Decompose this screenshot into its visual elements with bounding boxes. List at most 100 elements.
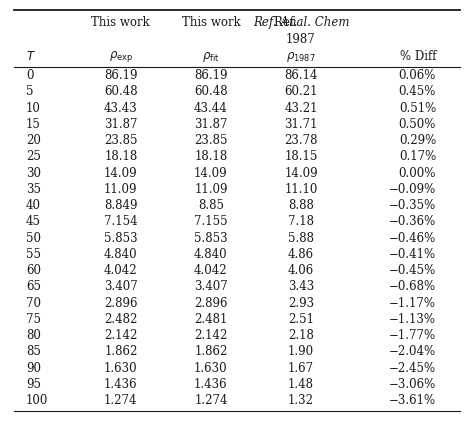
Text: 70: 70 [26, 296, 41, 310]
Text: 4.042: 4.042 [194, 264, 228, 277]
Text: 95: 95 [26, 378, 41, 391]
Text: 5: 5 [26, 85, 34, 98]
Text: 23.78: 23.78 [284, 134, 318, 147]
Text: −3.06%: −3.06% [389, 378, 436, 391]
Text: 2.93: 2.93 [288, 296, 314, 310]
Text: 4.042: 4.042 [104, 264, 137, 277]
Text: −1.13%: −1.13% [389, 313, 436, 326]
Text: 45: 45 [26, 215, 41, 228]
Text: 2.142: 2.142 [104, 329, 137, 342]
Text: 1.32: 1.32 [288, 394, 314, 407]
Text: 25: 25 [26, 150, 41, 163]
Text: 11.09: 11.09 [194, 183, 228, 196]
Text: 8.88: 8.88 [288, 199, 314, 212]
Text: 86.14: 86.14 [284, 69, 318, 82]
Text: 23.85: 23.85 [104, 134, 137, 147]
Text: 3.407: 3.407 [194, 280, 228, 293]
Text: Ref.: Ref. [274, 16, 301, 29]
Text: 0.45%: 0.45% [399, 85, 436, 98]
Text: 5.853: 5.853 [104, 231, 137, 245]
Text: % Diff: % Diff [400, 50, 436, 64]
Text: $\rho_{\mathrm{exp}}$: $\rho_{\mathrm{exp}}$ [109, 49, 133, 65]
Text: 3.407: 3.407 [104, 280, 138, 293]
Text: 35: 35 [26, 183, 41, 196]
Text: 11.09: 11.09 [104, 183, 137, 196]
Text: 0.00%: 0.00% [399, 166, 436, 180]
Text: 0.17%: 0.17% [399, 150, 436, 163]
Text: 60.21: 60.21 [284, 85, 318, 98]
Text: 0.29%: 0.29% [399, 134, 436, 147]
Text: This work: This work [182, 16, 240, 29]
Text: −0.46%: −0.46% [389, 231, 436, 245]
Text: 2.18: 2.18 [288, 329, 314, 342]
Text: −0.36%: −0.36% [389, 215, 436, 228]
Text: 7.154: 7.154 [104, 215, 137, 228]
Text: 14.09: 14.09 [194, 166, 228, 180]
Text: 80: 80 [26, 329, 41, 342]
Text: 0: 0 [26, 69, 34, 82]
Text: 40: 40 [26, 199, 41, 212]
Text: 31.87: 31.87 [194, 118, 228, 131]
Text: 7.18: 7.18 [288, 215, 314, 228]
Text: 2.482: 2.482 [104, 313, 137, 326]
Text: 43.44: 43.44 [194, 101, 228, 115]
Text: 1987: 1987 [286, 33, 316, 46]
Text: 3.43: 3.43 [288, 280, 314, 293]
Text: 8.849: 8.849 [104, 199, 137, 212]
Text: 60.48: 60.48 [104, 85, 137, 98]
Text: −2.04%: −2.04% [389, 345, 436, 358]
Text: 1.274: 1.274 [104, 394, 137, 407]
Text: 86.19: 86.19 [194, 69, 228, 82]
Text: 0.06%: 0.06% [399, 69, 436, 82]
Text: 31.87: 31.87 [104, 118, 137, 131]
Text: 5.88: 5.88 [288, 231, 314, 245]
Text: 65: 65 [26, 280, 41, 293]
Text: 2.896: 2.896 [104, 296, 137, 310]
Text: −0.09%: −0.09% [389, 183, 436, 196]
Text: 0.50%: 0.50% [399, 118, 436, 131]
Text: 4.840: 4.840 [104, 248, 137, 261]
Text: 85: 85 [26, 345, 41, 358]
Text: −3.61%: −3.61% [389, 394, 436, 407]
Text: 55: 55 [26, 248, 41, 261]
Text: 0.51%: 0.51% [399, 101, 436, 115]
Text: −0.45%: −0.45% [389, 264, 436, 277]
Text: 1.862: 1.862 [194, 345, 228, 358]
Text: Ref. Anal. Chem: Ref. Anal. Chem [253, 16, 349, 29]
Text: 30: 30 [26, 166, 41, 180]
Text: $T$: $T$ [26, 50, 36, 64]
Text: 18.15: 18.15 [284, 150, 318, 163]
Text: −0.41%: −0.41% [389, 248, 436, 261]
Text: 2.481: 2.481 [194, 313, 228, 326]
Text: $\rho_{1987}$: $\rho_{1987}$ [286, 50, 316, 64]
Text: 75: 75 [26, 313, 41, 326]
Text: 43.21: 43.21 [284, 101, 318, 115]
Text: 50: 50 [26, 231, 41, 245]
Text: 4.86: 4.86 [288, 248, 314, 261]
Text: 100: 100 [26, 394, 48, 407]
Text: 11.10: 11.10 [284, 183, 318, 196]
Text: −1.17%: −1.17% [389, 296, 436, 310]
Text: 1.436: 1.436 [194, 378, 228, 391]
Text: 1.630: 1.630 [104, 361, 137, 375]
Text: 1.48: 1.48 [288, 378, 314, 391]
Text: 14.09: 14.09 [104, 166, 137, 180]
Text: 90: 90 [26, 361, 41, 375]
Text: 1.862: 1.862 [104, 345, 137, 358]
Text: 43.43: 43.43 [104, 101, 138, 115]
Text: $\rho_{\mathrm{fit}}$: $\rho_{\mathrm{fit}}$ [202, 50, 220, 64]
Text: 10: 10 [26, 101, 41, 115]
Text: 31.71: 31.71 [284, 118, 318, 131]
Text: 18.18: 18.18 [104, 150, 137, 163]
Text: 14.09: 14.09 [284, 166, 318, 180]
Text: 4.06: 4.06 [288, 264, 314, 277]
Text: 2.142: 2.142 [194, 329, 228, 342]
Text: 8.85: 8.85 [198, 199, 224, 212]
Text: −2.45%: −2.45% [389, 361, 436, 375]
Text: 20: 20 [26, 134, 41, 147]
Text: 18.18: 18.18 [194, 150, 228, 163]
Text: 5.853: 5.853 [194, 231, 228, 245]
Text: −0.35%: −0.35% [389, 199, 436, 212]
Text: 15: 15 [26, 118, 41, 131]
Text: −1.77%: −1.77% [389, 329, 436, 342]
